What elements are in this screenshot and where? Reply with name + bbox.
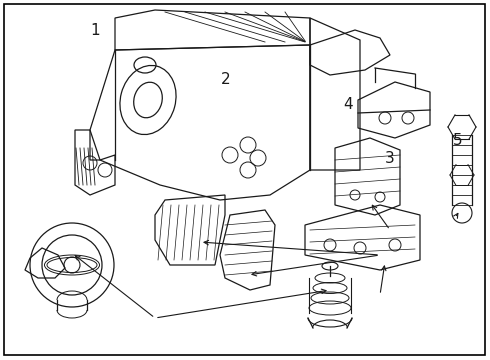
Text: 5: 5 [453, 133, 463, 148]
Text: 3: 3 [385, 151, 394, 166]
Text: 2: 2 [220, 72, 230, 87]
Text: 4: 4 [343, 97, 353, 112]
Text: 1: 1 [91, 23, 100, 38]
